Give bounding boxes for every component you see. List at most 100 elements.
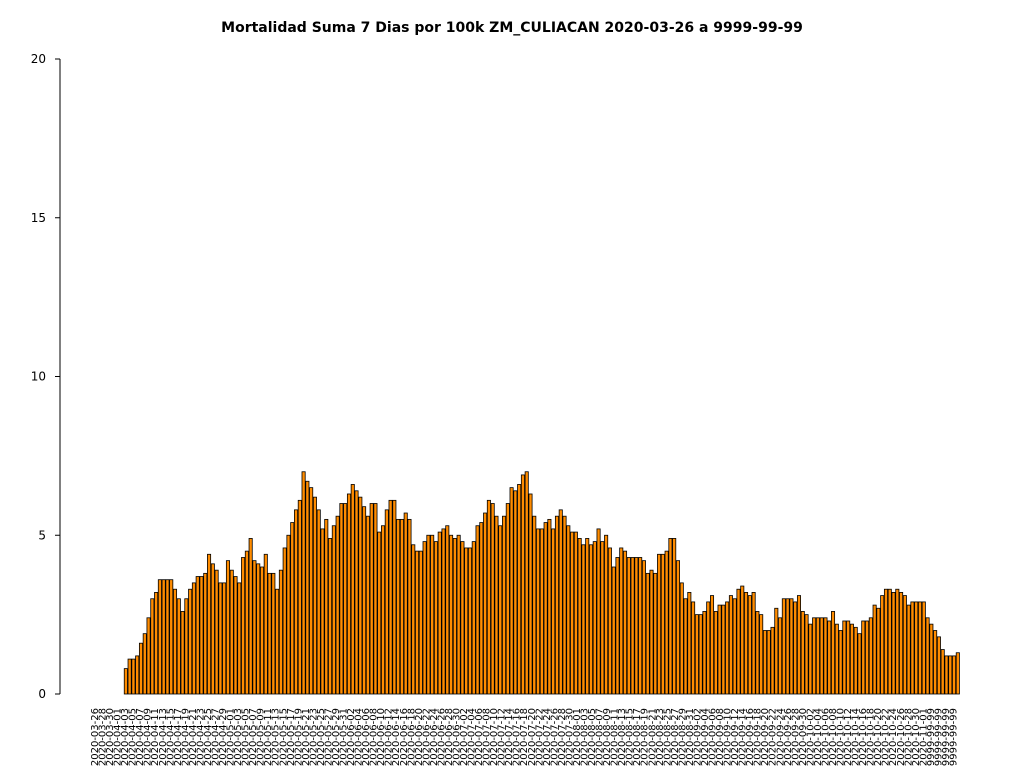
bar — [902, 595, 907, 695]
x-tick-label: 2020-04-15 — [165, 708, 176, 766]
bar — [619, 547, 624, 695]
bar — [831, 611, 836, 695]
bar — [736, 588, 741, 695]
bar — [691, 601, 696, 695]
bar — [933, 630, 938, 695]
bar — [161, 579, 166, 695]
x-tick-label: 2020-08-15 — [625, 708, 636, 766]
x-tick-label: 2020-06-04 — [354, 708, 365, 766]
bar — [895, 588, 900, 695]
x-tick-label: 2020-04-25 — [203, 708, 214, 766]
x-tick-label: 2020-07-08 — [482, 708, 493, 766]
x-tick-label: 2020-04-11 — [150, 708, 161, 766]
bar — [282, 547, 287, 695]
bar — [918, 601, 923, 695]
bar — [180, 611, 185, 695]
bar — [415, 550, 420, 695]
bar — [600, 541, 605, 695]
bar — [460, 541, 465, 695]
bar — [554, 515, 559, 695]
bar — [781, 598, 786, 695]
x-tick-label: 2020-05-21 — [301, 708, 312, 766]
x-tick-label: 2020-07-22 — [534, 708, 545, 766]
x-tick-label: 2020-05-23 — [308, 708, 319, 766]
x-tick-label: 2020-05-13 — [271, 708, 282, 766]
bar — [804, 614, 809, 695]
bar — [536, 528, 541, 695]
bar — [664, 550, 669, 695]
x-tick-label: 2020-08-31 — [685, 708, 696, 766]
bar — [532, 515, 537, 695]
chart-title: Mortalidad Suma 7 Dias por 100k ZM_CULIA… — [221, 20, 803, 36]
bar — [732, 598, 737, 695]
x-tick-label: 2020-08-03 — [579, 708, 590, 766]
x-tick-label: 2020-08-01 — [572, 708, 583, 766]
bar — [796, 595, 802, 695]
bar — [222, 582, 227, 695]
bar — [218, 582, 223, 695]
x-tick-label: 2020-05-05 — [241, 708, 252, 766]
bar — [441, 528, 446, 695]
x-tick-label: 2020-10-10 — [836, 708, 847, 766]
x-tick-label: 2020-03-30 — [105, 708, 116, 766]
x-tick-label: 2020-06-10 — [376, 708, 387, 766]
bar — [173, 588, 178, 695]
bar — [887, 588, 892, 695]
x-tick-label: 2020-05-11 — [263, 708, 274, 766]
x-tick-label: 2020-07-20 — [527, 708, 538, 766]
bar — [252, 560, 257, 695]
bar — [921, 601, 926, 695]
bar — [846, 620, 851, 695]
bar — [570, 531, 575, 695]
bar — [645, 572, 650, 695]
x-tick-label: 2020-06-08 — [369, 708, 380, 766]
bar — [823, 617, 828, 695]
bar — [589, 544, 594, 695]
x-tick-label: 2020-10-18 — [866, 708, 877, 766]
bar — [630, 557, 635, 695]
bar — [819, 617, 824, 695]
x-tick-label: 2020-09-20 — [760, 708, 771, 766]
bar — [812, 617, 817, 695]
bar — [331, 525, 336, 695]
bar — [188, 588, 193, 695]
x-tick-label: 2020-08-13 — [617, 708, 628, 766]
x-tick-label: 2020-04-23 — [195, 708, 206, 766]
x-tick-label: 2020-10-08 — [828, 708, 839, 766]
x-tick-label: 2020-09-26 — [783, 708, 794, 766]
bar — [524, 471, 529, 695]
bar — [490, 503, 495, 695]
bar — [316, 509, 321, 695]
bar — [267, 572, 272, 695]
bar — [362, 506, 367, 695]
bar — [248, 538, 253, 695]
bar — [241, 557, 246, 695]
bar — [573, 531, 578, 695]
x-tick-label: 2020-07-18 — [519, 708, 530, 766]
x-tick-label: 2020-05-27 — [323, 708, 334, 766]
bar — [483, 512, 488, 695]
bar — [551, 528, 556, 695]
bar — [127, 658, 132, 695]
bar — [744, 592, 749, 695]
x-tick-label: 2020-06-26 — [436, 708, 447, 766]
bar — [301, 471, 306, 695]
bar — [399, 518, 404, 695]
x-tick-label: 2020-10-14 — [851, 708, 862, 766]
x-tick-label: 2020-09-06 — [708, 708, 719, 766]
x-tick-label: 2020-09-28 — [790, 708, 801, 766]
x-tick-label: 2020-06-02 — [346, 708, 357, 766]
bar — [373, 503, 378, 695]
bar — [952, 655, 957, 695]
bar — [225, 560, 230, 695]
bar — [615, 557, 620, 695]
bar — [237, 582, 242, 695]
bar — [131, 658, 136, 695]
bar — [762, 630, 767, 695]
bar — [176, 598, 181, 695]
x-tick-label: 2020-03-26 — [90, 708, 101, 766]
bar — [755, 611, 760, 695]
bar — [577, 538, 582, 695]
bar — [747, 595, 752, 695]
x-tick-label: 2020-08-09 — [602, 708, 613, 766]
